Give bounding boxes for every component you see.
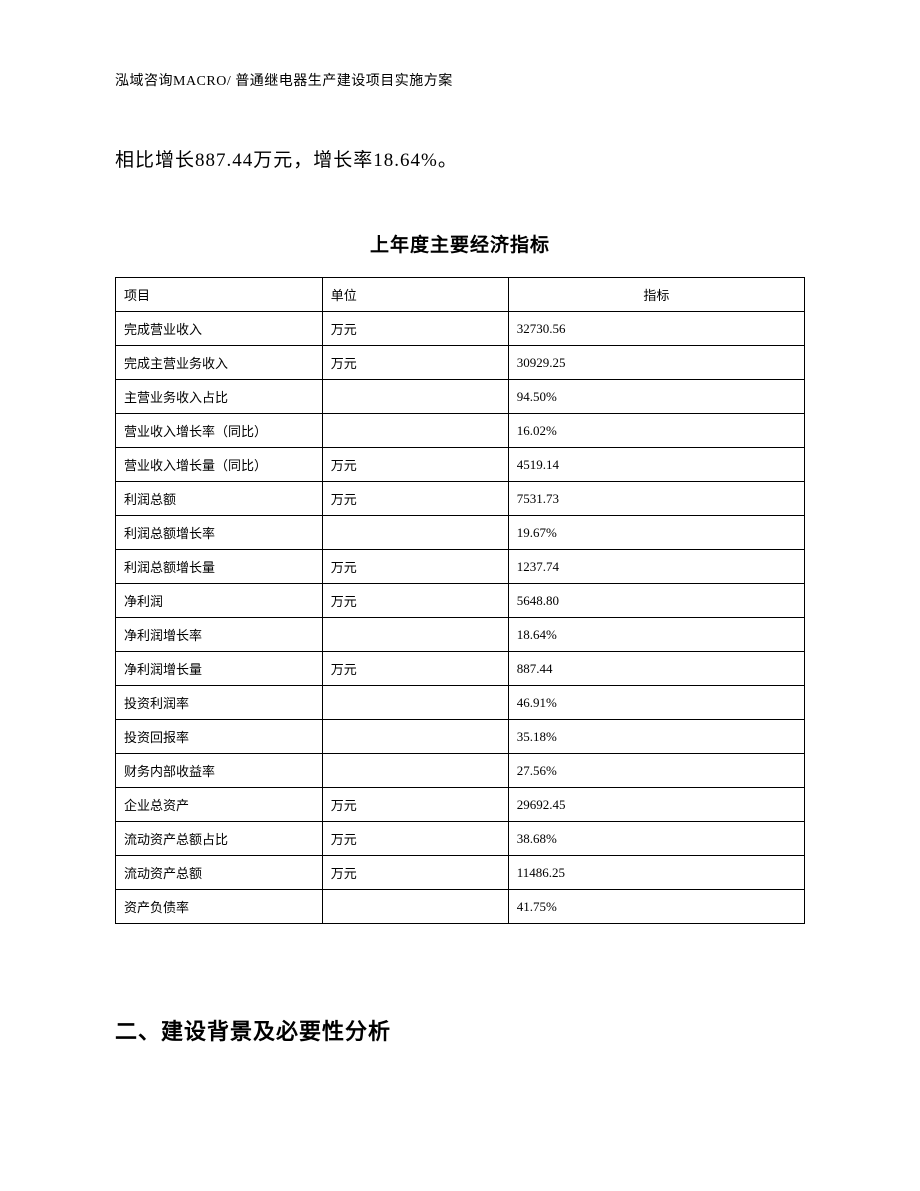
table-cell (322, 414, 508, 448)
table-row: 净利润增长量 万元 887.44 (116, 652, 805, 686)
table-cell: 万元 (322, 584, 508, 618)
table-cell: 38.68% (508, 822, 804, 856)
table-cell: 46.91% (508, 686, 804, 720)
table-cell: 27.56% (508, 754, 804, 788)
table-cell: 18.64% (508, 618, 804, 652)
table-cell: 财务内部收益率 (116, 754, 323, 788)
table-cell: 投资利润率 (116, 686, 323, 720)
table-cell (322, 720, 508, 754)
table-cell: 29692.45 (508, 788, 804, 822)
table-cell: 30929.25 (508, 346, 804, 380)
table-row: 企业总资产 万元 29692.45 (116, 788, 805, 822)
table-cell (322, 754, 508, 788)
table-cell: 完成营业收入 (116, 312, 323, 346)
table-cell (322, 890, 508, 924)
table-row: 主营业务收入占比 94.50% (116, 380, 805, 414)
table-cell: 1237.74 (508, 550, 804, 584)
table-row: 利润总额增长量 万元 1237.74 (116, 550, 805, 584)
table-header-cell: 单位 (322, 278, 508, 312)
table-title: 上年度主要经济指标 (115, 230, 805, 257)
table-cell: 净利润增长量 (116, 652, 323, 686)
table-cell: 41.75% (508, 890, 804, 924)
table-row: 财务内部收益率 27.56% (116, 754, 805, 788)
table-row: 营业收入增长率（同比） 16.02% (116, 414, 805, 448)
table-cell: 完成主营业务收入 (116, 346, 323, 380)
table-row: 投资回报率 35.18% (116, 720, 805, 754)
table-cell: 万元 (322, 346, 508, 380)
table-cell: 利润总额增长率 (116, 516, 323, 550)
table-cell (322, 618, 508, 652)
table-cell: 万元 (322, 788, 508, 822)
table-cell: 5648.80 (508, 584, 804, 618)
table-header-cell: 指标 (508, 278, 804, 312)
table-row: 流动资产总额 万元 11486.25 (116, 856, 805, 890)
table-cell: 营业收入增长量（同比） (116, 448, 323, 482)
table-row: 净利润增长率 18.64% (116, 618, 805, 652)
table-cell: 万元 (322, 856, 508, 890)
table-row: 营业收入增长量（同比） 万元 4519.14 (116, 448, 805, 482)
table-cell: 7531.73 (508, 482, 804, 516)
table-cell: 净利润 (116, 584, 323, 618)
table-cell (322, 380, 508, 414)
table-cell (322, 516, 508, 550)
table-row: 资产负债率 41.75% (116, 890, 805, 924)
table-cell: 万元 (322, 482, 508, 516)
table-row: 完成主营业务收入 万元 30929.25 (116, 346, 805, 380)
table-cell: 4519.14 (508, 448, 804, 482)
body-paragraph: 相比增长887.44万元，增长率18.64%。 (115, 145, 805, 172)
table-cell: 营业收入增长率（同比） (116, 414, 323, 448)
table-row: 利润总额增长率 19.67% (116, 516, 805, 550)
table-cell: 32730.56 (508, 312, 804, 346)
table-body: 完成营业收入 万元 32730.56 完成主营业务收入 万元 30929.25 … (116, 312, 805, 924)
table-cell: 利润总额增长量 (116, 550, 323, 584)
page-container: 泓域咨询MACRO/ 普通继电器生产建设项目实施方案 相比增长887.44万元，… (0, 0, 920, 1106)
document-header: 泓域咨询MACRO/ 普通继电器生产建设项目实施方案 (115, 70, 805, 90)
table-row: 利润总额 万元 7531.73 (116, 482, 805, 516)
table-cell: 35.18% (508, 720, 804, 754)
economic-indicators-table: 项目 单位 指标 完成营业收入 万元 32730.56 完成主营业务收入 万元 … (115, 277, 805, 924)
table-cell: 流动资产总额占比 (116, 822, 323, 856)
table-cell: 94.50% (508, 380, 804, 414)
table-cell: 利润总额 (116, 482, 323, 516)
table-cell: 资产负债率 (116, 890, 323, 924)
table-cell: 11486.25 (508, 856, 804, 890)
table-cell: 企业总资产 (116, 788, 323, 822)
table-cell: 万元 (322, 448, 508, 482)
table-cell: 万元 (322, 652, 508, 686)
table-cell: 19.67% (508, 516, 804, 550)
table-cell: 流动资产总额 (116, 856, 323, 890)
table-cell (322, 686, 508, 720)
table-row: 流动资产总额占比 万元 38.68% (116, 822, 805, 856)
section-heading: 二、建设背景及必要性分析 (115, 1014, 805, 1046)
table-header-cell: 项目 (116, 278, 323, 312)
table-row: 完成营业收入 万元 32730.56 (116, 312, 805, 346)
table-cell: 16.02% (508, 414, 804, 448)
table-cell: 主营业务收入占比 (116, 380, 323, 414)
table-cell: 净利润增长率 (116, 618, 323, 652)
table-cell: 887.44 (508, 652, 804, 686)
table-row: 净利润 万元 5648.80 (116, 584, 805, 618)
table-cell: 万元 (322, 550, 508, 584)
table-header-row: 项目 单位 指标 (116, 278, 805, 312)
table-cell: 万元 (322, 822, 508, 856)
table-cell: 万元 (322, 312, 508, 346)
table-row: 投资利润率 46.91% (116, 686, 805, 720)
table-cell: 投资回报率 (116, 720, 323, 754)
